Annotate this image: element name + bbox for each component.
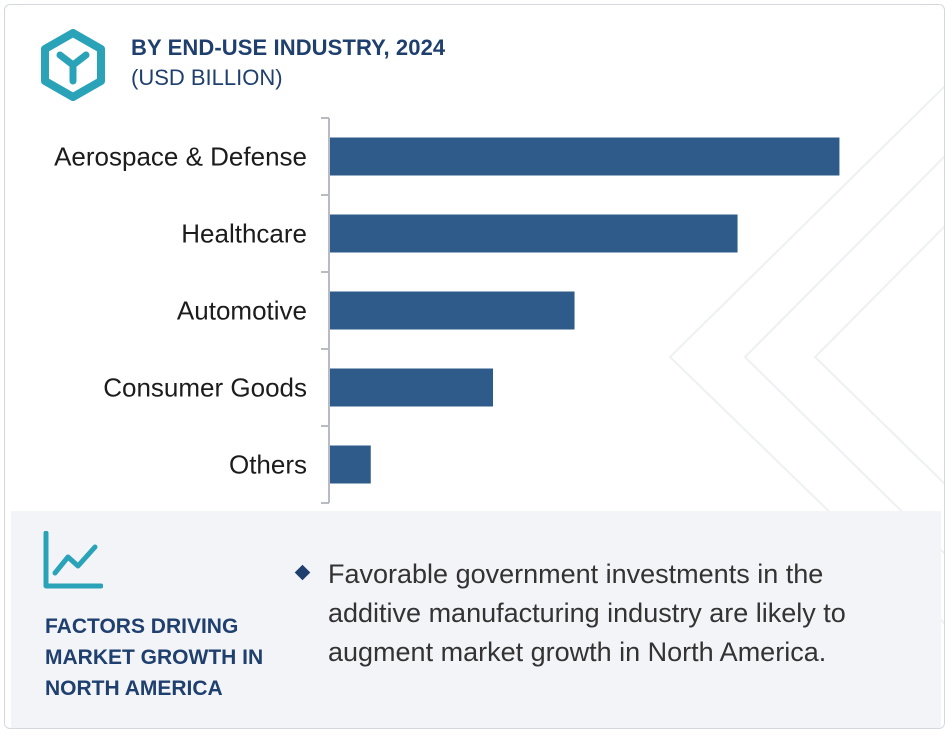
trend-line-chart-icon bbox=[43, 531, 103, 589]
factors-heading: FACTORS DRIVING MARKET GROWTH IN NORTH A… bbox=[45, 615, 264, 700]
bar-consumer-goods bbox=[330, 368, 494, 407]
chart-subtitle: (USD BILLION) bbox=[131, 65, 283, 90]
bar-chart: Aerospace & Defense Healthcare Automotive C… bbox=[54, 117, 840, 504]
diamond-bullet-icon bbox=[294, 564, 311, 581]
category-label: Others bbox=[229, 450, 307, 480]
bullet-item: Favorable government investments in the … bbox=[291, 555, 921, 672]
chart-card: BY END-USE INDUSTRY, 2024 (USD BILLION) … bbox=[4, 4, 945, 729]
category-label: Aerospace & Defense bbox=[54, 142, 307, 172]
bar-others bbox=[330, 445, 371, 484]
hexagon-y-logo-icon bbox=[41, 29, 105, 101]
factors-panel: FACTORS DRIVING MARKET GROWTH IN NORTH A… bbox=[11, 511, 941, 728]
bar-aerospace-defense bbox=[330, 137, 840, 176]
category-label: Healthcare bbox=[181, 219, 307, 249]
category-label: Automotive bbox=[177, 296, 307, 326]
bar-healthcare bbox=[330, 214, 738, 253]
chart-title: BY END-USE INDUSTRY, 2024 bbox=[131, 35, 446, 60]
bullet-text: Favorable government investments in the … bbox=[328, 559, 846, 667]
bar-automotive bbox=[330, 291, 575, 330]
category-label: Consumer Goods bbox=[103, 373, 307, 403]
